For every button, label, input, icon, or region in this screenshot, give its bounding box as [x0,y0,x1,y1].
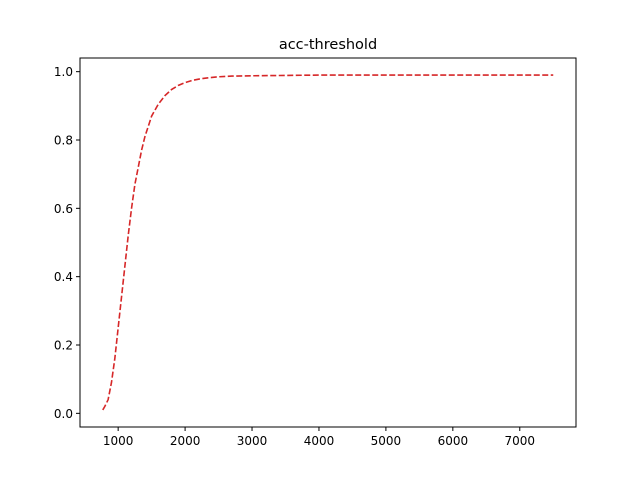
chart-title: acc-threshold [279,37,377,53]
x-tick-label: 7000 [504,434,535,448]
axis-ticks: 1000 2000 3000 4000 5000 6000 7000 0.0 0.2 0.4 0.6… [54,65,535,448]
x-tick-label: 1000 [103,434,134,448]
series-line-0 [102,74,554,411]
y-tick-label: 0.6 [54,202,73,216]
x-tick-label: 3000 [237,434,268,448]
y-tick-label: 0.8 [54,134,73,148]
axes-frame [79,57,577,428]
y-tick-label: 0.2 [54,339,73,353]
y-tick-label: 0.0 [54,407,73,421]
y-tick-label: 0.4 [54,270,73,284]
x-tick-label: 4000 [304,434,335,448]
x-tick-label: 5000 [371,434,402,448]
y-tick-label: 1.0 [54,65,73,79]
x-tick-label: 6000 [438,434,469,448]
x-tick-label: 2000 [170,434,201,448]
plot-area [102,74,554,411]
